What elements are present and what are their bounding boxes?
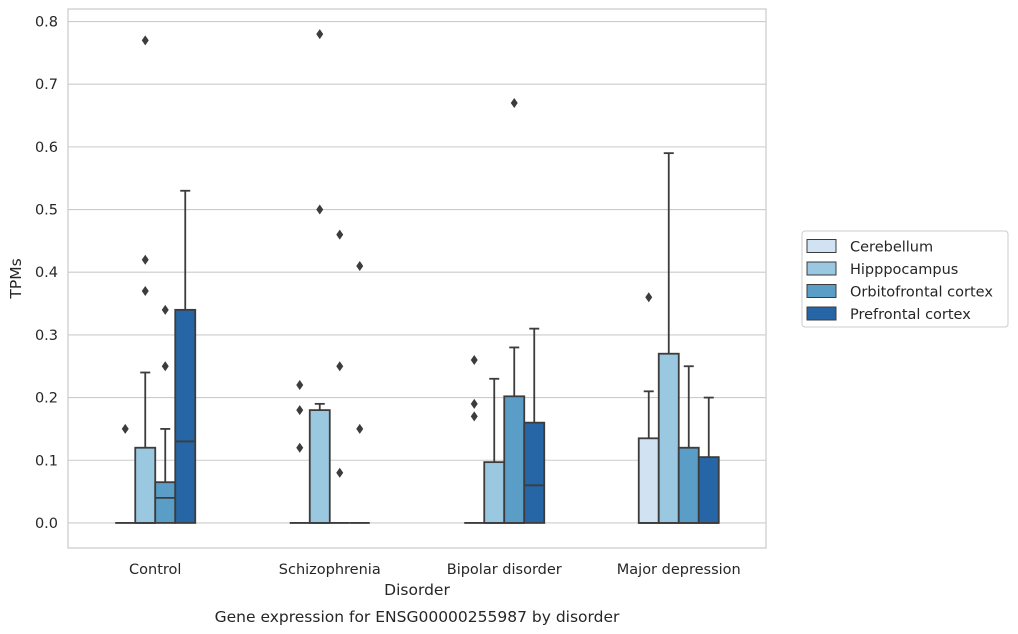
legend-label: Cerebellum xyxy=(850,240,933,256)
y-axis-ticks: 0.0 0.1 0.2 0.3 0.4 0.5 0.6 0.7 0.8 xyxy=(35,15,58,532)
outlier-point xyxy=(296,380,304,391)
box-group xyxy=(134,35,157,524)
y-tick-label: 0.7 xyxy=(35,77,58,93)
y-tick-label: 0.3 xyxy=(35,328,58,344)
box xyxy=(308,409,331,524)
outlier-point xyxy=(316,29,324,40)
outlier-point xyxy=(141,254,149,265)
y-axis-label: TPMs xyxy=(7,258,25,299)
outlier-point xyxy=(161,304,169,315)
box xyxy=(523,421,546,524)
outlier-point xyxy=(336,467,344,478)
y-tick-label: 0.4 xyxy=(35,265,58,281)
box-group xyxy=(677,365,700,524)
box xyxy=(174,308,197,524)
legend-swatch xyxy=(806,261,837,276)
box-group xyxy=(289,380,310,524)
legend-item: Hipppocampus xyxy=(806,261,958,278)
legend-swatch xyxy=(806,284,837,298)
box-group xyxy=(697,396,720,524)
box-group xyxy=(154,304,177,524)
outlier-point xyxy=(470,398,478,409)
y-tick-label: 0.1 xyxy=(35,453,58,469)
outlier-point xyxy=(356,423,364,434)
y-tick-label: 0.6 xyxy=(35,140,58,156)
box xyxy=(503,395,526,524)
legend-item: Orbitofrontal cortex xyxy=(806,284,993,301)
x-axis-ticks: Control Schizophrenia Bipolar disorder Majo… xyxy=(129,562,741,578)
box-group xyxy=(329,229,350,524)
legend-frame xyxy=(801,230,1009,328)
box-group xyxy=(464,354,485,524)
outlier-point xyxy=(121,423,129,434)
outlier-point xyxy=(470,354,478,365)
box xyxy=(134,446,157,524)
legend: Cerebellum Hipppocampus Orbitofrontal cort… xyxy=(801,230,1009,328)
box xyxy=(483,461,506,524)
box xyxy=(657,352,680,524)
outlier-point xyxy=(141,35,149,46)
box xyxy=(154,481,177,524)
outlier-point xyxy=(161,361,169,372)
plot-frame xyxy=(67,8,767,549)
outlier-point xyxy=(296,405,304,416)
x-tick-label: Control xyxy=(129,562,181,578)
legend-swatch xyxy=(806,306,837,321)
x-tick-label: Schizophrenia xyxy=(279,562,381,578)
box xyxy=(677,446,700,524)
box-group xyxy=(483,377,506,524)
x-tick-label: Bipolar disorder xyxy=(447,562,562,578)
box-group xyxy=(637,292,660,524)
y-tick-label: 0.2 xyxy=(35,391,58,407)
legend-swatch xyxy=(806,239,837,253)
box-group xyxy=(174,189,197,524)
outlier-point xyxy=(336,361,344,372)
outlier-point xyxy=(510,98,518,109)
box-group xyxy=(503,98,526,524)
box-group xyxy=(308,29,331,524)
legend-label: Orbitofrontal cortex xyxy=(850,285,993,301)
box-group xyxy=(115,423,136,524)
outlier-point xyxy=(356,260,364,271)
legend-label: Prefrontal cortex xyxy=(850,307,971,323)
chart-caption: Gene expression for ENSG00000255987 by d… xyxy=(215,608,620,626)
y-tick-label: 0.0 xyxy=(35,516,58,532)
outlier-point xyxy=(336,229,344,240)
box-group xyxy=(657,152,680,524)
y-tick-label: 0.5 xyxy=(35,203,58,219)
x-axis-label: Disorder xyxy=(384,581,450,599)
box xyxy=(637,437,660,524)
y-tick-label: 0.8 xyxy=(35,15,58,31)
outlier-point xyxy=(141,286,149,297)
x-tick-label: Major depression xyxy=(617,562,741,578)
outlier-point xyxy=(316,204,324,215)
box-group xyxy=(349,260,370,524)
plot-area xyxy=(115,29,720,524)
legend-item: Prefrontal cortex xyxy=(806,306,971,323)
box-group xyxy=(523,327,546,524)
outlier-point xyxy=(470,411,478,422)
outlier-point xyxy=(645,292,653,303)
box xyxy=(697,456,720,524)
legend-item: Cerebellum xyxy=(806,239,933,256)
outlier-point xyxy=(296,442,304,453)
legend-label: Hipppocampus xyxy=(850,262,958,278)
